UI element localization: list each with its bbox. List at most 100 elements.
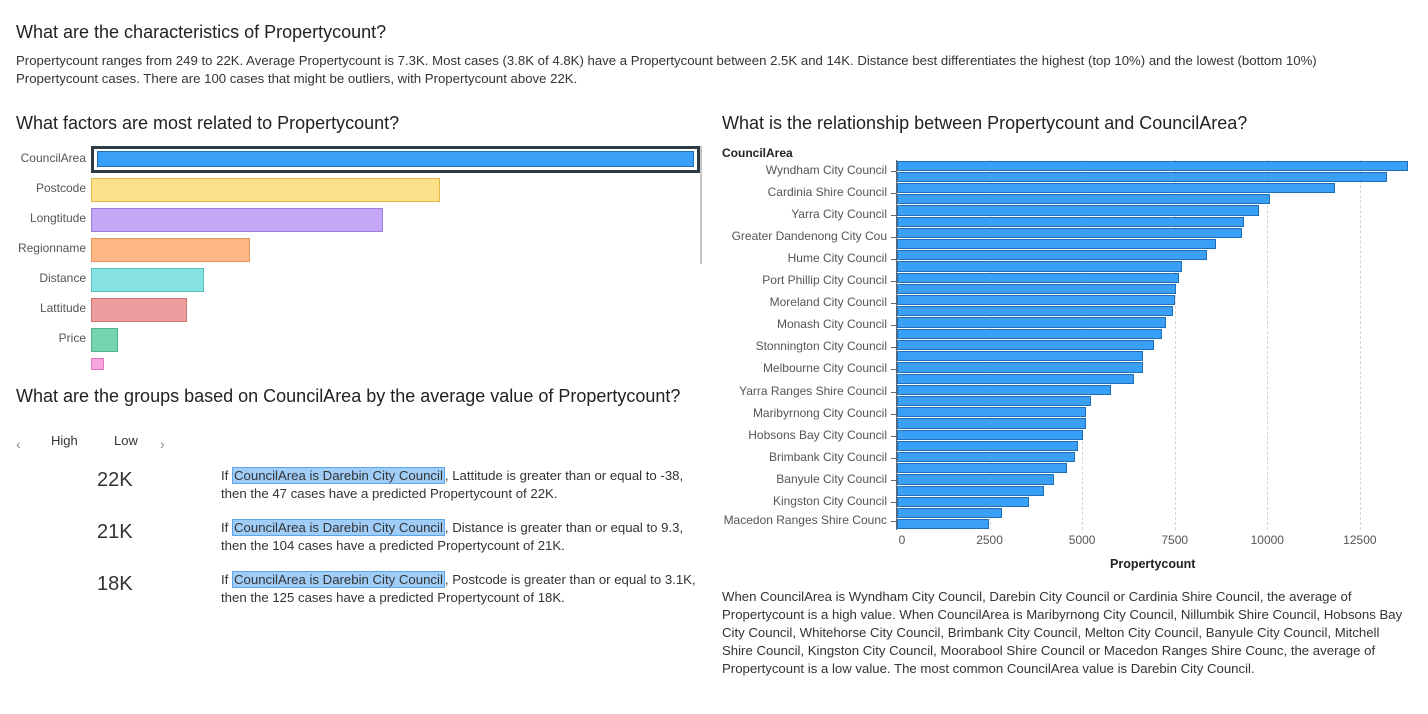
council-bar[interactable] xyxy=(897,306,1174,317)
chevron-left-icon[interactable]: ‹ xyxy=(16,436,21,452)
group-rule-text: If CouncilArea is Darebin City Council, … xyxy=(221,519,699,555)
category-label: Moreland City Council xyxy=(769,295,887,310)
factor-bar-regionname[interactable] xyxy=(91,238,250,262)
factor-label[interactable]: Regionname xyxy=(17,241,86,255)
category-label: Banyule City Council xyxy=(776,471,887,486)
rule-highlight: CouncilArea is Darebin City Council xyxy=(232,519,445,536)
council-bar[interactable] xyxy=(897,474,1055,485)
x-gridline xyxy=(1267,160,1269,530)
factor-label[interactable]: Longtitude xyxy=(29,211,86,225)
council-bar[interactable] xyxy=(897,496,1029,508)
council-bar[interactable] xyxy=(897,238,1217,250)
category-label: Yarra Ranges Shire Council xyxy=(739,383,887,398)
rule-prefix: If xyxy=(221,520,232,535)
rule-prefix: If xyxy=(221,468,232,483)
council-bar[interactable] xyxy=(897,272,1179,283)
council-bar[interactable] xyxy=(897,171,1387,182)
factor-bar-lattitude[interactable] xyxy=(91,298,188,322)
factor-bar-postcode[interactable] xyxy=(91,178,440,202)
council-bar[interactable] xyxy=(897,407,1086,418)
x-axis-title: Propertycount xyxy=(1110,557,1196,571)
factor-label[interactable]: Postcode xyxy=(35,181,86,195)
council-bar[interactable] xyxy=(897,295,1175,306)
council-bar[interactable] xyxy=(897,418,1086,429)
council-bar[interactable] xyxy=(897,463,1067,474)
council-bar[interactable] xyxy=(897,440,1078,451)
council-bar[interactable] xyxy=(897,182,1335,194)
council-bar[interactable] xyxy=(897,384,1112,395)
y-tick-mark xyxy=(891,369,896,371)
council-bar[interactable] xyxy=(897,339,1155,351)
group-value: 21K xyxy=(97,521,133,543)
factor-bar-longtitude[interactable] xyxy=(91,208,384,232)
category-label: Kingston City Council xyxy=(772,493,887,508)
y-tick-mark xyxy=(891,347,896,349)
rule-highlight: CouncilArea is Darebin City Council xyxy=(232,467,445,484)
council-bar[interactable] xyxy=(897,205,1260,216)
x-tick-label: 0 xyxy=(898,533,906,547)
council-bar[interactable] xyxy=(897,485,1044,496)
group-value: 18K xyxy=(97,573,133,595)
selected-factor-outline xyxy=(91,146,700,173)
council-bar[interactable] xyxy=(897,508,1002,519)
relationship-summary: When CouncilArea is Wyndham City Council… xyxy=(722,589,1403,676)
y-tick-mark xyxy=(891,479,896,481)
x-tick-label: 7500 xyxy=(1161,533,1189,547)
group-rule-text: If CouncilArea is Darebin City Council, … xyxy=(221,467,699,503)
council-bar[interactable] xyxy=(897,429,1084,440)
factor-bar-more[interactable] xyxy=(91,358,105,370)
council-bar[interactable] xyxy=(897,227,1243,238)
y-tick-mark xyxy=(891,501,896,503)
category-label: Maribyrnong City Council xyxy=(752,405,887,420)
council-bar[interactable] xyxy=(897,261,1183,272)
category-label: Yarra City Council xyxy=(791,207,887,222)
tab-high[interactable]: High xyxy=(51,433,78,448)
y-tick-mark xyxy=(891,413,896,415)
factors-scrollbar[interactable] xyxy=(700,146,702,264)
council-bar[interactable] xyxy=(897,283,1176,295)
category-label: Cardinia Shire Council xyxy=(767,185,887,200)
category-label: Greater Dandenong City Cou xyxy=(731,229,887,244)
council-bar[interactable] xyxy=(897,160,1408,171)
factor-bar-councilarea[interactable] xyxy=(97,151,694,167)
category-label: Monash City Council xyxy=(776,317,887,332)
council-bar[interactable] xyxy=(897,216,1244,227)
council-bar[interactable] xyxy=(897,317,1167,328)
y-tick-mark xyxy=(891,281,896,283)
factor-label[interactable]: Distance xyxy=(39,271,86,285)
y-tick-mark xyxy=(891,457,896,459)
factor-label[interactable]: Lattitude xyxy=(39,301,86,315)
council-bar[interactable] xyxy=(897,362,1144,373)
council-bar[interactable] xyxy=(897,194,1271,205)
council-bar[interactable] xyxy=(897,395,1092,407)
x-gridline xyxy=(1174,160,1176,530)
y-tick-mark xyxy=(891,435,896,437)
characteristics-summary: Propertycount ranges from 249 to 22K. Av… xyxy=(16,53,1317,86)
factor-label[interactable]: Price xyxy=(58,331,86,345)
y-tick-mark xyxy=(891,171,896,172)
council-bar[interactable] xyxy=(897,351,1144,362)
rule-rest: , Lattitude is greater than or equal to … xyxy=(221,468,684,501)
council-bar[interactable] xyxy=(897,452,1076,463)
factor-label[interactable]: CouncilArea xyxy=(20,151,86,165)
category-label: Melbourne City Council xyxy=(762,361,887,376)
council-bar[interactable] xyxy=(897,250,1208,261)
rule-prefix: If xyxy=(221,572,232,587)
factor-bar-distance[interactable] xyxy=(91,268,205,292)
council-bar[interactable] xyxy=(897,328,1162,339)
y-tick-mark xyxy=(891,237,896,239)
y-tick-mark xyxy=(891,259,896,261)
x-tick-label: 10000 xyxy=(1250,533,1284,547)
category-label: Wyndham City Council xyxy=(765,163,887,177)
main-question: What are the characteristics of Property… xyxy=(16,22,387,42)
x-tick-label: 12500 xyxy=(1343,533,1377,547)
x-tick-label: 2500 xyxy=(976,533,1003,547)
x-tick-label: 5000 xyxy=(1068,533,1096,547)
factor-bar-price[interactable] xyxy=(91,328,118,352)
y-tick-mark xyxy=(891,193,896,195)
chevron-right-icon[interactable]: › xyxy=(160,436,165,452)
tab-low[interactable]: Low xyxy=(114,433,138,448)
y-tick-mark xyxy=(891,303,896,305)
council-bar[interactable] xyxy=(897,373,1134,384)
council-bar[interactable] xyxy=(897,519,989,530)
